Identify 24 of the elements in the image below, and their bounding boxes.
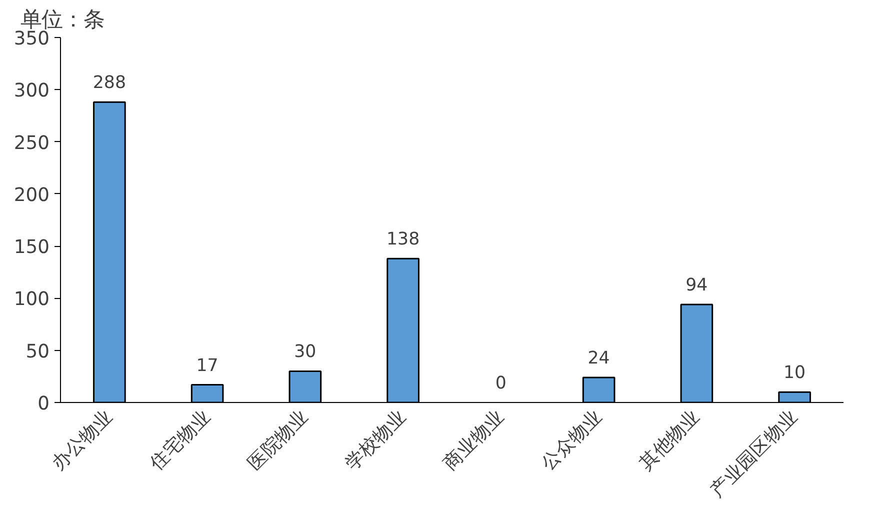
data-label: 0 [495,374,506,394]
data-label: 17 [196,356,218,376]
y-tick-label: 250 [14,132,50,154]
x-tick-label: 商业物业 [439,405,508,475]
x-tick-label: 住宅物业 [144,405,215,476]
data-label: 94 [686,275,708,296]
x-tick-label: 医院物业 [244,406,313,475]
y-tick-label: 100 [14,289,50,310]
y-tick-label: 300 [14,80,50,102]
data-label: 138 [386,230,420,250]
y-tick-label: 150 [14,237,50,258]
y-tick-label: 50 [26,341,50,362]
data-label: 24 [588,348,610,368]
y-tick-label: 200 [14,184,50,206]
x-tick-label: 办公物业 [48,406,117,475]
x-tick-label: 其他物业 [636,406,704,475]
data-label: 288 [92,73,126,94]
x-tick-label: 产业园区物业 [706,406,802,502]
x-tick-label: 学校物业 [342,406,410,475]
y-tick-label: 0 [38,394,50,414]
data-label: 10 [784,363,806,384]
data-label: 30 [294,342,316,362]
y-tick-label: 350 [14,28,50,50]
x-tick-label: 公众物业 [538,406,606,475]
